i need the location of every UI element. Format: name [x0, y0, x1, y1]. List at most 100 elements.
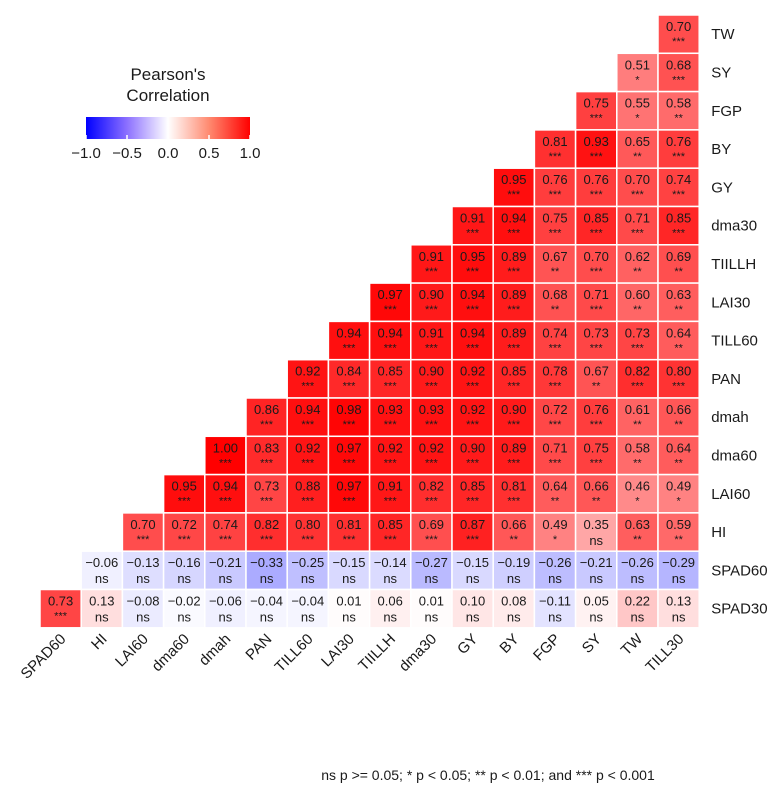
cell-value-label: 0.91: [419, 249, 444, 264]
cell-significance-label: ns: [301, 571, 315, 586]
cell-value-label: 0.66: [584, 479, 609, 494]
cell-value-label: 0.67: [584, 364, 609, 379]
cell-value-label: 0.72: [542, 402, 567, 417]
cell-value-label: −0.11: [539, 594, 571, 609]
heatmap-cell: [245, 397, 288, 438]
legend-tick-label: 0.0: [158, 145, 179, 162]
y-tick-label: LAI60: [711, 486, 750, 503]
cell-significance-label: ***: [301, 496, 315, 508]
cell-significance-label: **: [674, 113, 683, 125]
cell-significance-label: ***: [549, 151, 563, 163]
heatmap-cell: [245, 473, 288, 514]
cell-significance-label: **: [633, 151, 642, 163]
cell-significance-label: ns: [95, 610, 109, 625]
cell-value-label: 0.92: [378, 440, 403, 455]
y-tick-label: TILL60: [711, 333, 758, 350]
cell-value-label: 0.87: [460, 517, 485, 532]
cell-significance-label: ***: [219, 457, 233, 469]
heatmap-cell: [368, 473, 412, 514]
heatmap-cell: [533, 129, 577, 169]
cell-significance-label: ***: [507, 304, 521, 316]
cell-significance-label: ns: [672, 610, 686, 625]
cell-value-label: 0.93: [419, 402, 444, 417]
cell-value-label: 0.89: [501, 440, 526, 455]
heatmap-cells: 0.70***0.51*0.68***0.75***0.55*0.58**0.8…: [39, 14, 700, 629]
cell-significance-label: ***: [672, 151, 686, 163]
cell-significance-label: ***: [590, 304, 604, 316]
cell-value-label: 0.82: [625, 364, 650, 379]
cell-significance-label: ***: [260, 534, 274, 546]
heatmap-cell: [121, 550, 165, 591]
cell-value-label: 0.94: [460, 287, 485, 302]
cell-value-label: 0.58: [625, 440, 650, 455]
cell-value-label: 0.94: [460, 325, 485, 340]
cell-value-label: −0.02: [168, 594, 201, 609]
heatmap-cell: [327, 358, 371, 399]
heatmap-cell: [245, 588, 288, 629]
cell-significance-label: ***: [343, 457, 357, 469]
cell-significance-label: ***: [425, 496, 439, 508]
heatmap-cell: [492, 244, 536, 284]
cell-value-label: 0.70: [666, 19, 691, 34]
cell-significance-label: **: [674, 266, 683, 278]
heatmap-cell: [533, 397, 577, 438]
cell-significance-label: ***: [631, 189, 645, 201]
cell-value-label: −0.04: [250, 594, 283, 609]
cell-value-label: 0.95: [501, 172, 526, 187]
heatmap-cell: [657, 90, 700, 131]
heatmap-cell: [574, 167, 618, 208]
heatmap-cell: [657, 282, 700, 323]
cell-significance-label: ns: [507, 571, 521, 586]
heatmap-cell: [162, 512, 206, 552]
cell-significance-label: ***: [343, 342, 357, 354]
cell-value-label: 0.90: [419, 287, 444, 302]
heatmap-cell: [574, 320, 618, 361]
cell-significance-label: **: [592, 496, 601, 508]
cell-significance-label: ***: [590, 113, 604, 125]
cell-significance-label: **: [551, 496, 560, 508]
y-tick-label: SPAD60: [711, 562, 767, 579]
heatmap-cell: [410, 588, 453, 629]
heatmap-cell: [327, 320, 371, 361]
cell-significance-label: ***: [466, 304, 480, 316]
cell-value-label: 0.60: [625, 287, 650, 302]
heatmap-cell: [286, 588, 330, 629]
cell-value-label: 0.97: [336, 479, 361, 494]
heatmap-cell: [657, 244, 700, 284]
cell-value-label: 0.73: [254, 479, 279, 494]
cell-significance-label: **: [674, 419, 683, 431]
cell-significance-label: ns: [260, 571, 274, 586]
heatmap-cell: [616, 550, 659, 591]
cell-value-label: 0.73: [584, 325, 609, 340]
cell-value-label: 0.78: [542, 364, 567, 379]
heatmap-cell: [451, 244, 494, 284]
cell-significance-label: ns: [136, 571, 150, 586]
cell-value-label: 0.81: [501, 479, 526, 494]
cell-significance-label: ***: [631, 228, 645, 240]
cell-significance-label: ***: [466, 457, 480, 469]
cell-value-label: 0.13: [89, 594, 114, 609]
cell-value-label: 0.63: [625, 517, 650, 532]
cell-value-label: 0.70: [584, 249, 609, 264]
cell-significance-label: ***: [590, 189, 604, 201]
cell-value-label: 0.68: [542, 287, 567, 302]
cell-value-label: 0.59: [666, 517, 691, 532]
cell-significance-label: ns: [631, 571, 645, 586]
cell-value-label: 0.63: [666, 287, 691, 302]
cell-value-label: 0.13: [666, 594, 691, 609]
cell-value-label: −0.06: [85, 555, 118, 570]
cell-value-label: 0.81: [336, 517, 361, 532]
cell-value-label: 0.90: [419, 364, 444, 379]
cell-significance-label: ***: [301, 534, 315, 546]
heatmap-cell: [657, 435, 700, 476]
cell-significance-label: ns: [672, 571, 686, 586]
heatmap-cell: [616, 473, 659, 514]
cell-significance-label: ns: [95, 571, 109, 586]
cell-significance-label: ***: [672, 228, 686, 240]
cell-value-label: 0.05: [584, 594, 609, 609]
cell-value-label: 0.92: [460, 364, 485, 379]
x-tick-label: LAI30: [318, 631, 358, 671]
heatmap-cell: [492, 205, 536, 246]
cell-value-label: −0.08: [127, 594, 160, 609]
y-tick-label: GY: [711, 179, 733, 196]
